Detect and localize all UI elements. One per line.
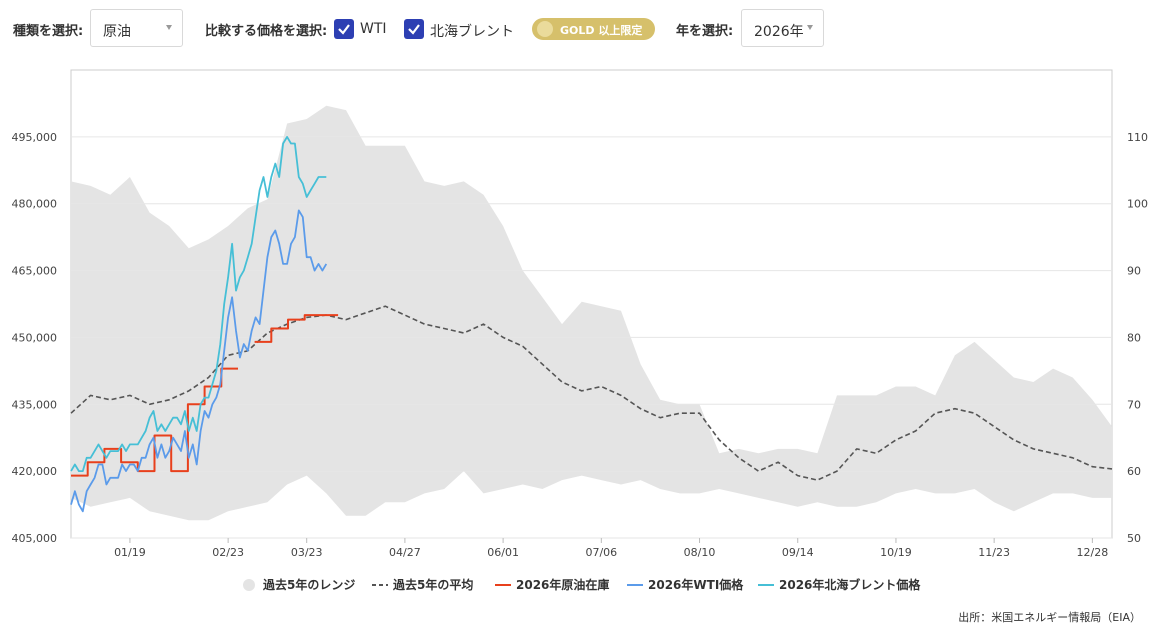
legend-label: 2026年原油在庫 [516, 577, 609, 592]
check-icon [338, 24, 350, 35]
legend-label: 2026年WTI価格 [648, 577, 744, 592]
x-tick-label: 11/23 [978, 546, 1010, 559]
source-note: 出所：米国エネルギー情報局（EIA） [958, 611, 1141, 624]
chevron-down-icon [807, 25, 813, 30]
legend-swatch-range [243, 579, 255, 591]
compare-label: 比較する価格を選択: [205, 24, 328, 39]
inventory-line [71, 314, 339, 477]
gold-medal-icon [537, 21, 553, 37]
x-tick-label: 03/23 [291, 546, 323, 559]
toolbar: 種類を選択: 原油 比較する価格を選択: WTI 北海ブレント GOLD 以上限… [0, 0, 1160, 58]
type-select-value: 原油 [103, 24, 131, 40]
year-select-value: 2026年 [754, 24, 804, 40]
wti-checkbox-label[interactable]: WTI [360, 21, 387, 37]
x-tick-label: 06/01 [487, 546, 519, 559]
gold-badge: GOLD 以上限定 [532, 18, 655, 40]
y-left-tick-label: 435,000 [12, 398, 58, 411]
brent-checkbox[interactable] [404, 19, 424, 39]
y-left-tick-label: 450,000 [12, 331, 58, 344]
y-left-tick-label: 495,000 [12, 131, 58, 144]
brent-checkbox-label[interactable]: 北海ブレント [430, 24, 514, 40]
x-tick-label: 09/14 [782, 546, 814, 559]
check-icon [408, 24, 420, 35]
x-tick-label: 12/28 [1077, 546, 1109, 559]
y-left-tick-label: 480,000 [12, 198, 58, 211]
x-tick-label: 04/27 [389, 546, 421, 559]
type-select[interactable]: 原油 [90, 9, 183, 47]
y-left-tick-label: 420,000 [12, 465, 58, 478]
legend-label: 2026年北海ブレント価格 [779, 577, 921, 592]
chevron-down-icon [166, 25, 172, 30]
y-right-tick-label: 60 [1127, 465, 1141, 478]
year-label: 年を選択: [676, 24, 734, 39]
y-right-tick-label: 110 [1127, 131, 1148, 144]
gold-badge-label: GOLD 以上限定 [560, 24, 643, 37]
brent-price-line [70, 136, 327, 472]
wti-checkbox[interactable] [334, 19, 354, 39]
y-right-tick-label: 50 [1127, 532, 1141, 545]
type-label: 種類を選択: [13, 24, 84, 39]
legend-label: 過去5年の平均 [392, 577, 473, 592]
x-tick-label: 10/19 [880, 546, 912, 559]
wti-price-line [70, 209, 328, 513]
y-right-tick-label: 100 [1127, 198, 1148, 211]
legend-label: 過去5年のレンジ [262, 577, 355, 592]
average-line [70, 305, 1113, 481]
x-tick-label: 08/10 [684, 546, 716, 559]
x-tick-label: 02/23 [212, 546, 244, 559]
y-right-tick-label: 70 [1127, 398, 1141, 411]
y-right-tick-label: 80 [1127, 331, 1141, 344]
y-left-tick-label: 465,000 [12, 265, 58, 278]
y-right-tick-label: 90 [1127, 265, 1141, 278]
range-band [71, 105, 1112, 521]
y-left-tick-label: 405,000 [12, 532, 58, 545]
x-tick-label: 01/19 [114, 546, 146, 559]
x-tick-label: 07/06 [585, 546, 617, 559]
year-select[interactable]: 2026年 [741, 9, 824, 47]
